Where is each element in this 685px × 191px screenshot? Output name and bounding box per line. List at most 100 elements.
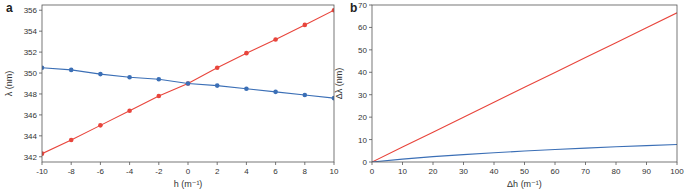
x-tick: [71, 162, 72, 165]
y-tick-label: 40: [358, 68, 367, 77]
x-tick: [158, 162, 159, 165]
figure: a-10-8-6-4-20246810342344346348350352354…: [0, 0, 685, 191]
y-tick: [369, 139, 372, 140]
data-point: [244, 86, 249, 91]
y-tick-label: 344: [24, 132, 38, 141]
x-tick-label: 30: [459, 167, 468, 176]
x-tick-label: 0: [186, 167, 191, 176]
y-tick-label: 354: [24, 27, 38, 36]
y-tick-label: 350: [24, 69, 38, 78]
plot-area: [42, 8, 334, 156]
y-tick: [369, 162, 372, 163]
plot-frame: [42, 5, 334, 162]
x-tick-label: 50: [520, 167, 529, 176]
x-tick: [677, 162, 678, 165]
x-tick: [42, 162, 43, 165]
x-tick-label: 80: [612, 167, 621, 176]
data-point: [303, 23, 308, 28]
x-tick: [217, 162, 218, 165]
x-tick-label: -4: [126, 167, 134, 176]
x-tick: [246, 162, 247, 165]
y-tick: [39, 31, 42, 32]
panel-label: a: [6, 1, 13, 15]
y-tick: [39, 135, 42, 136]
plot-frame: [372, 5, 677, 162]
data-point: [273, 90, 278, 95]
y-tick-label: 30: [358, 91, 367, 100]
y-tick-label: 348: [24, 90, 38, 99]
y-tick: [369, 49, 372, 50]
y-tick: [39, 52, 42, 53]
y-tick-label: 352: [24, 48, 38, 57]
data-point: [127, 108, 132, 113]
x-tick: [463, 162, 464, 165]
x-tick-label: -2: [155, 167, 163, 176]
series-line: [372, 13, 677, 162]
y-tick-label: 10: [358, 136, 367, 145]
y-tick: [369, 117, 372, 118]
data-point: [215, 83, 220, 88]
y-tick: [39, 114, 42, 115]
x-tick: [304, 162, 305, 165]
y-tick-label: 346: [24, 111, 38, 120]
y-tick: [369, 27, 372, 28]
y-tick: [369, 5, 372, 6]
x-tick-label: 70: [581, 167, 590, 176]
data-point: [273, 37, 278, 42]
y-tick: [39, 73, 42, 74]
x-tick: [100, 162, 101, 165]
data-point: [69, 138, 74, 143]
y-axis-label: Δλ (nm): [334, 68, 344, 100]
panel: a-10-8-6-4-20246810342344346348350352354…: [4, 1, 339, 189]
data-point: [157, 94, 162, 99]
data-point: [244, 51, 249, 56]
series-line: [42, 10, 334, 153]
x-tick-label: -8: [68, 167, 76, 176]
x-tick-label: 100: [670, 167, 684, 176]
x-tick: [372, 162, 373, 165]
plot-area: [372, 13, 677, 162]
x-tick: [334, 162, 335, 165]
x-tick: [646, 162, 647, 165]
data-point: [98, 123, 103, 128]
x-tick: [275, 162, 276, 165]
x-tick: [555, 162, 556, 165]
data-point: [186, 81, 191, 86]
x-axis-label: h (m⁻¹): [174, 179, 203, 189]
y-tick-label: 356: [24, 6, 38, 15]
x-tick: [433, 162, 434, 165]
x-tick: [402, 162, 403, 165]
series-line: [372, 145, 677, 162]
x-tick: [129, 162, 130, 165]
data-point: [69, 68, 74, 73]
x-tick: [494, 162, 495, 165]
x-tick-label: 6: [273, 167, 278, 176]
y-axis-label: λ (nm): [4, 71, 14, 97]
x-tick-label: -10: [36, 167, 48, 176]
panel: b0102030405060708090100010203040506070Δh…: [334, 1, 684, 189]
data-point: [98, 72, 103, 77]
x-tick-label: 40: [490, 167, 499, 176]
y-tick-label: 60: [358, 23, 367, 32]
data-point: [303, 93, 308, 98]
x-tick: [585, 162, 586, 165]
y-tick-label: 0: [363, 158, 368, 167]
data-point: [215, 66, 220, 71]
x-tick-label: 4: [244, 167, 249, 176]
x-tick: [524, 162, 525, 165]
x-axis-label: Δh (m⁻¹): [507, 179, 542, 189]
series-line: [42, 68, 334, 98]
y-tick: [369, 94, 372, 95]
x-tick-label: 60: [551, 167, 560, 176]
y-tick: [369, 72, 372, 73]
x-tick: [188, 162, 189, 165]
x-tick-label: 8: [303, 167, 308, 176]
y-tick-label: 342: [24, 153, 38, 162]
x-tick-label: 20: [429, 167, 438, 176]
panel-label: b: [350, 1, 357, 15]
x-tick-label: 0: [370, 167, 375, 176]
x-tick-label: 90: [642, 167, 651, 176]
x-tick-label: 2: [215, 167, 220, 176]
y-tick-label: 20: [358, 113, 367, 122]
y-tick: [39, 10, 42, 11]
